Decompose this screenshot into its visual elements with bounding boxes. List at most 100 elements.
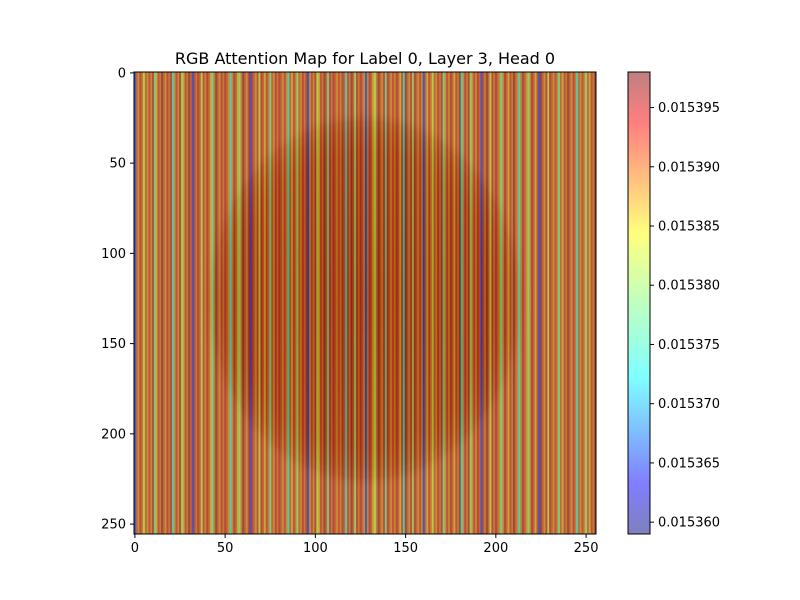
- x-tick-label: 50: [217, 541, 234, 556]
- attention-column: [518, 72, 521, 534]
- attention-column: [215, 72, 218, 534]
- attention-column: [242, 72, 245, 534]
- attention-column: [572, 72, 575, 534]
- attention-column: [502, 72, 505, 534]
- attention-column: [328, 72, 331, 534]
- attention-column: [442, 72, 445, 534]
- colorbar-tick-label: 0.015365: [658, 456, 720, 471]
- attention-column: [298, 72, 301, 534]
- attention-column: [189, 72, 192, 534]
- attention-column: [386, 72, 389, 534]
- attention-column: [550, 72, 553, 534]
- attention-column: [236, 72, 239, 534]
- attention-column: [251, 72, 254, 534]
- attention-column: [438, 72, 442, 534]
- attention-column: [509, 72, 512, 534]
- attention-column: [303, 72, 306, 534]
- attention-column: [135, 72, 138, 534]
- attention-column: [491, 72, 494, 534]
- attention-column: [538, 72, 541, 534]
- attention-column: [137, 72, 140, 534]
- attention-column: [253, 72, 256, 534]
- attention-column: [305, 72, 308, 534]
- attention-column: [496, 72, 499, 534]
- attention-column: [327, 72, 330, 534]
- attention-column: [139, 72, 142, 534]
- attention-column: [431, 72, 434, 534]
- attention-column: [222, 72, 225, 534]
- attention-column: [309, 72, 312, 534]
- attention-column: [186, 72, 189, 534]
- attention-column: [307, 72, 310, 534]
- attention-column: [370, 72, 373, 534]
- attention-column: [532, 72, 535, 534]
- attention-column: [244, 72, 247, 534]
- attention-column: [381, 72, 384, 534]
- attention-column: [271, 72, 274, 534]
- attention-column: [586, 72, 590, 534]
- attention-column: [365, 72, 368, 534]
- colorbar-tick-label: 0.015395: [658, 101, 720, 116]
- attention-column: [180, 72, 183, 534]
- attention-column: [281, 72, 285, 534]
- attention-column: [420, 72, 423, 534]
- attention-column: [583, 72, 586, 534]
- attention-column: [235, 72, 238, 534]
- attention-column: [319, 72, 322, 534]
- attention-column: [424, 72, 427, 534]
- attention-column: [464, 72, 467, 534]
- attention-column: [224, 72, 227, 534]
- attention-column: [249, 72, 252, 534]
- attention-column: [410, 72, 413, 534]
- attention-column: [262, 72, 265, 534]
- attention-column: [283, 72, 286, 534]
- attention-column: [265, 72, 268, 534]
- attention-column: [408, 72, 411, 534]
- attention-column: [294, 72, 297, 534]
- attention-column: [267, 72, 270, 534]
- attention-column: [292, 72, 295, 534]
- colorbar-frame: [627, 71, 651, 535]
- attention-column: [399, 72, 402, 534]
- attention-column: [482, 72, 485, 534]
- attention-column: [170, 72, 173, 534]
- attention-column: [471, 72, 474, 534]
- attention-column: [323, 72, 326, 534]
- attention-column: [529, 72, 532, 534]
- x-tick-label: 200: [483, 541, 508, 556]
- attention-column: [143, 72, 146, 534]
- attention-column: [379, 72, 382, 534]
- attention-column: [503, 72, 507, 534]
- attention-column: [558, 72, 561, 534]
- attention-column: [527, 72, 530, 534]
- attention-column: [354, 72, 357, 534]
- attention-column: [318, 72, 321, 534]
- attention-column: [556, 72, 559, 534]
- attention-column: [217, 72, 220, 534]
- attention-column: [278, 72, 281, 534]
- attention-column: [312, 72, 315, 534]
- attention-column: [256, 72, 259, 534]
- attention-column: [291, 72, 294, 534]
- attention-column: [411, 72, 414, 534]
- attention-column: [457, 72, 460, 534]
- attention-column: [269, 72, 272, 534]
- attention-column: [272, 72, 276, 534]
- attention-column: [401, 72, 404, 534]
- attention-column: [579, 72, 582, 534]
- attention-column: [155, 72, 158, 534]
- attention-column: [577, 72, 580, 534]
- attention-column: [368, 72, 371, 534]
- attention-column: [213, 72, 216, 534]
- attention-column: [141, 72, 144, 534]
- attention-column: [226, 72, 229, 534]
- x-tick-label: 0: [131, 541, 139, 556]
- attention-column: [355, 72, 359, 534]
- attention-column: [182, 72, 185, 534]
- y-tick-label: 250: [101, 518, 126, 533]
- attention-column: [493, 72, 496, 534]
- attention-column: [397, 72, 400, 534]
- attention-column: [285, 72, 288, 534]
- y-tick-label: 200: [101, 427, 126, 442]
- attention-column: [594, 72, 596, 534]
